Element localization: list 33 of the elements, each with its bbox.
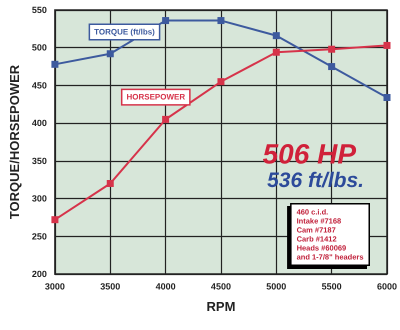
- y-tick-label: 250: [32, 231, 47, 242]
- y-tick-label: 450: [32, 80, 47, 90]
- point: [383, 94, 390, 101]
- point: [51, 216, 58, 224]
- point: [162, 17, 170, 24]
- y-tick-label: 200: [32, 269, 47, 279]
- y-axis-title: TORQUE/HORSEPOWER: [7, 64, 22, 220]
- series-label: HORSEPOWER: [126, 92, 186, 102]
- y-tick-label: 350: [32, 156, 47, 166]
- y-tick-label: 550: [32, 5, 47, 15]
- x-axis-title: RPM: [206, 299, 236, 314]
- x-tick-label: 5000: [266, 282, 286, 292]
- y-tick-label: 300: [32, 194, 47, 204]
- point: [106, 50, 114, 58]
- point: [106, 180, 114, 187]
- point: [217, 78, 224, 86]
- series-label: TORQUE (ft/lbs): [94, 28, 156, 37]
- x-tick-label: 5500: [322, 282, 342, 292]
- point: [162, 116, 170, 123]
- y-tick-label: 400: [32, 118, 47, 128]
- point: [217, 17, 224, 24]
- point: [383, 42, 390, 49]
- x-tick-label: 4500: [210, 282, 231, 292]
- point: [272, 48, 280, 56]
- x-tick-label: 4000: [156, 282, 176, 292]
- x-tick-label: 3500: [100, 282, 120, 292]
- y-tick-label: 500: [32, 42, 47, 53]
- point: [51, 60, 58, 68]
- x-tick-label: 6000: [376, 282, 398, 292]
- x-tick-label: 3000: [44, 282, 65, 292]
- point: [328, 63, 336, 70]
- point: [328, 46, 336, 53]
- point: [272, 32, 280, 40]
